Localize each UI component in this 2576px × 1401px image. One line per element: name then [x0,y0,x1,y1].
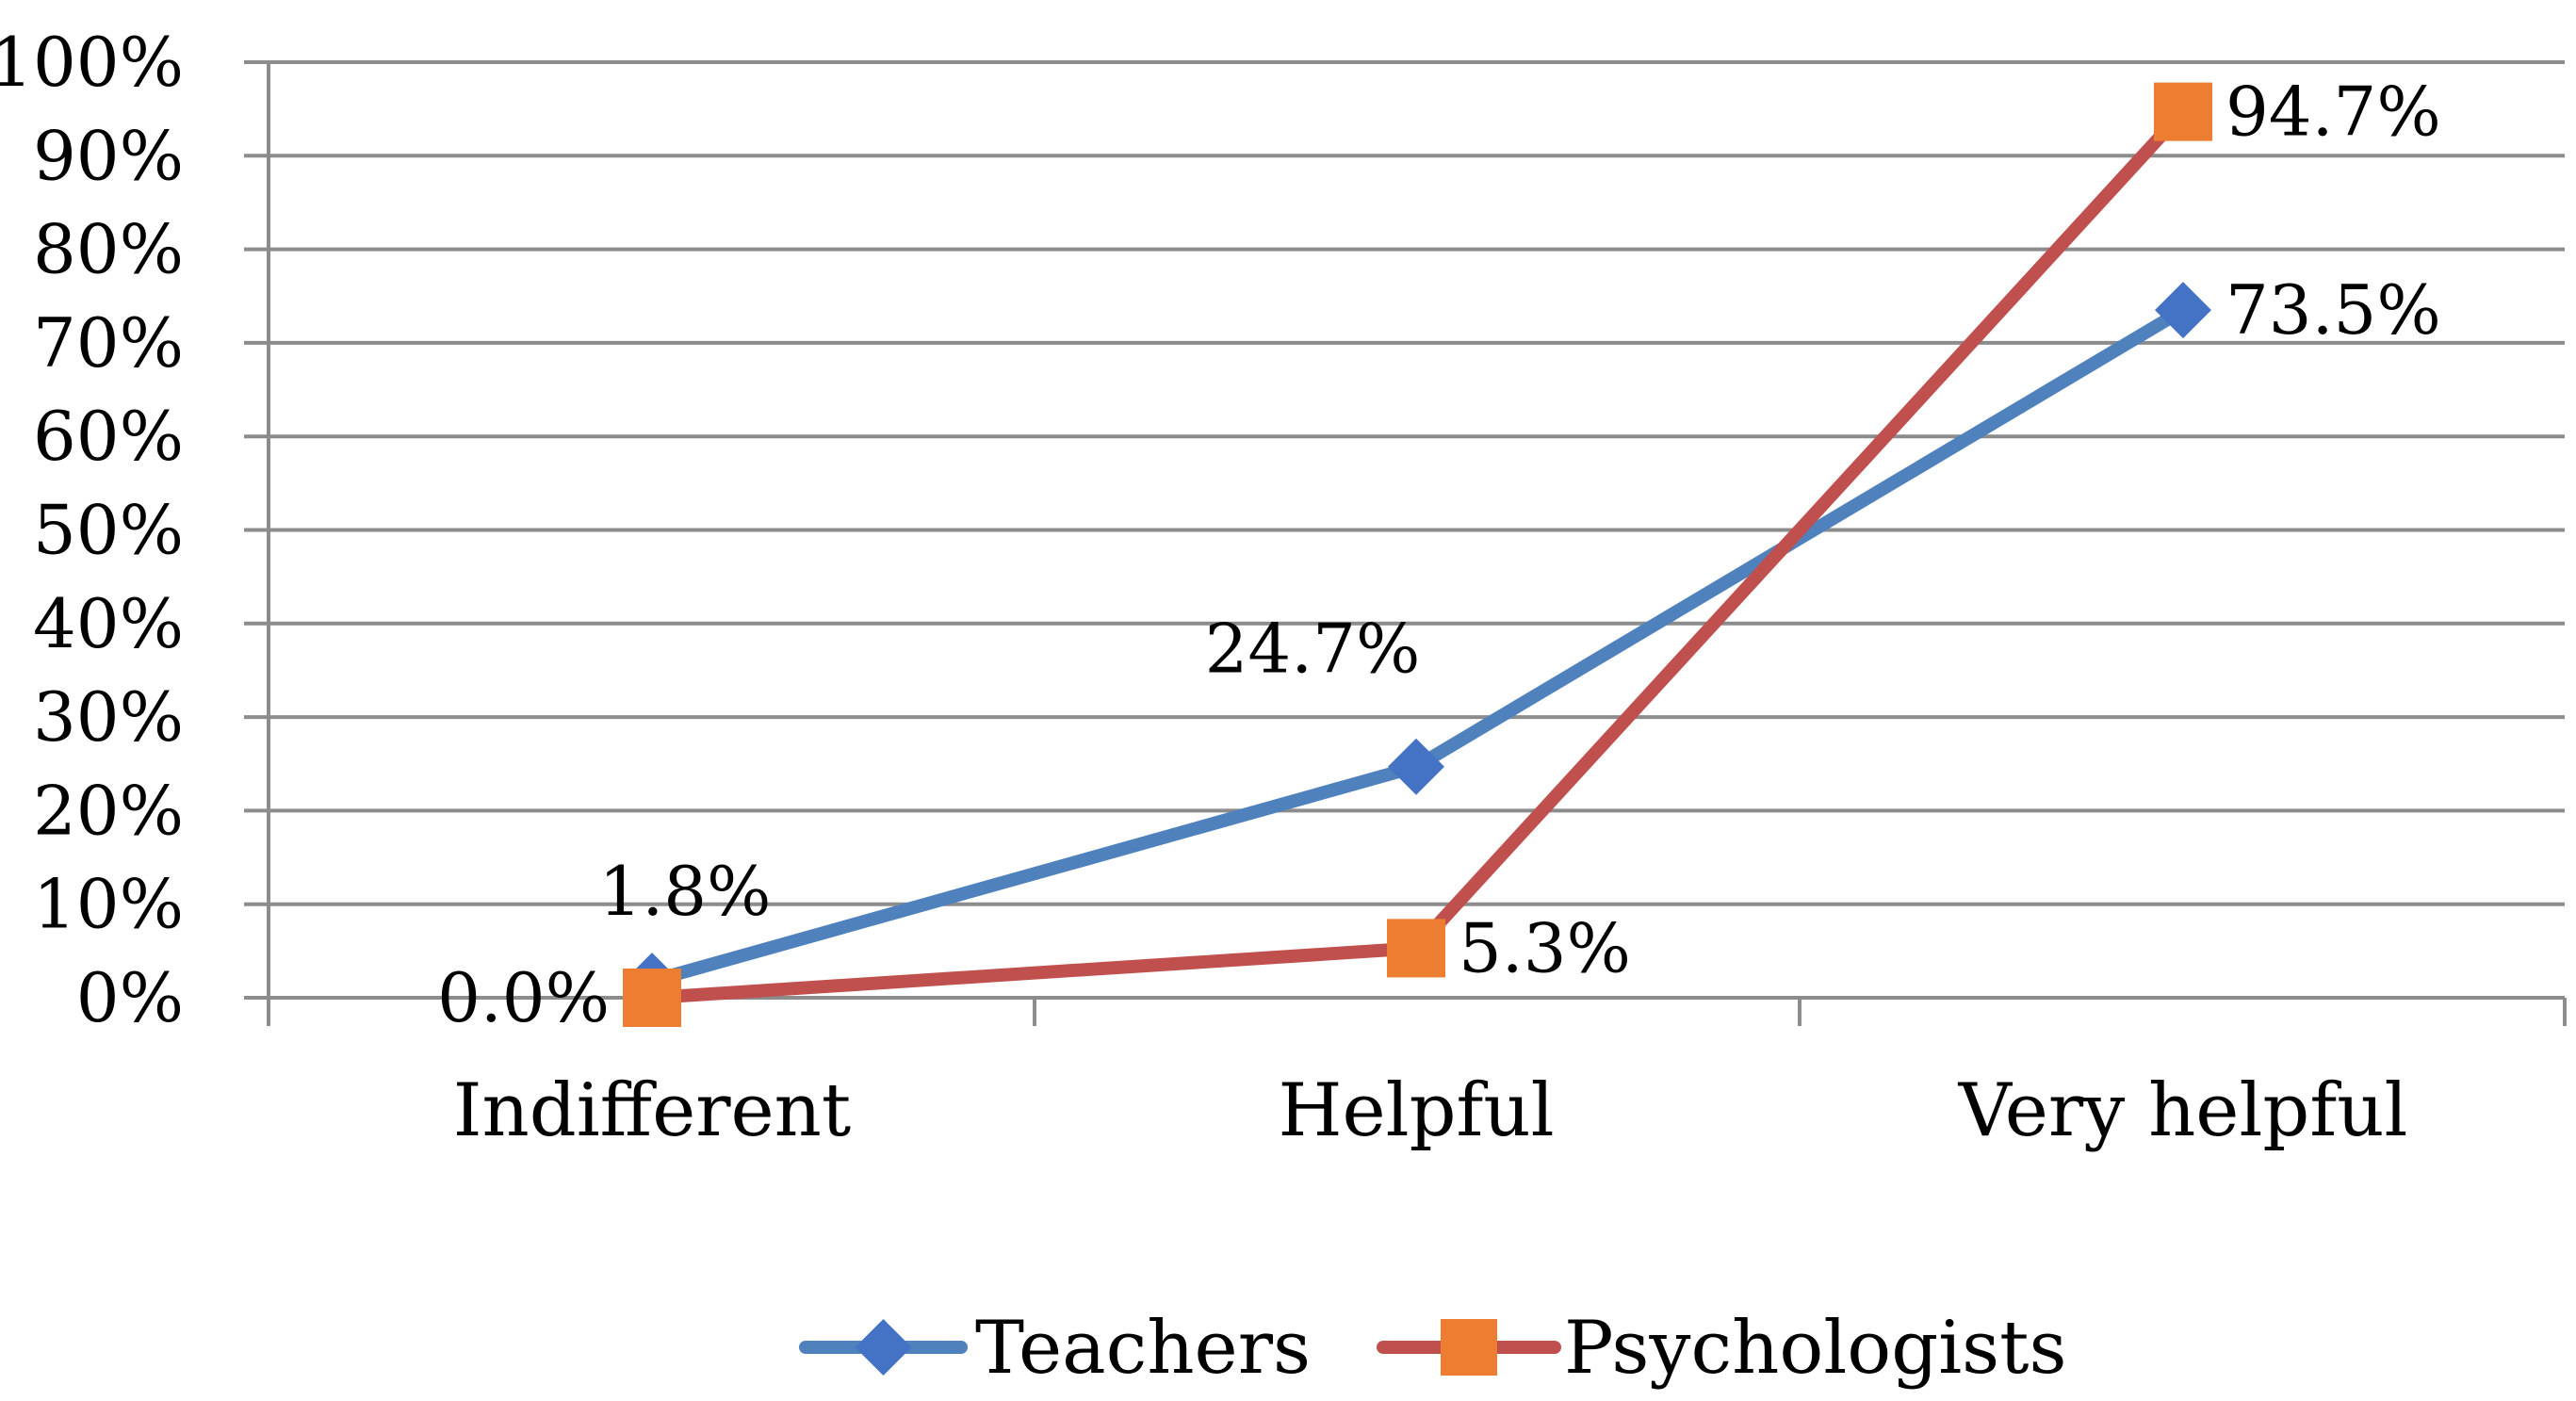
legend: Teachers Psychologists [799,1306,2067,1391]
legend-label: Teachers [975,1306,1311,1391]
series-line-psychologists [645,105,2190,1004]
axes [244,60,2567,1026]
y-axis-tick-labels: 0% 10% 20% 30% 40% 50% 60% 70% 80% 90% 100% [0,23,184,1037]
x-category-label: Helpful [1278,1068,1554,1153]
y-tick-label: 30% [33,677,184,757]
data-label-teachers: 1.8% [599,852,772,931]
legend-marker [1441,1319,1497,1376]
data-point-psychologists [623,969,681,1027]
data-point-psychologists [1387,919,1445,978]
data-point-teachers [1388,738,1444,795]
x-axis-category-labels: Indifferent Helpful Very helpful [453,1068,2408,1153]
y-tick-label: 90% [33,116,184,195]
y-tick-label: 40% [33,584,184,663]
y-tick-label: 70% [33,303,184,383]
x-category-label: Indifferent [453,1068,852,1153]
y-tick-label: 80% [33,210,184,289]
legend-label: Psychologists [1564,1306,2067,1391]
gridlines [269,60,2565,906]
x-category-label: Very helpful [1958,1068,2408,1153]
series-markers [623,82,2212,1027]
legend-marker [855,1319,912,1376]
data-label-psychologists: 5.3% [1459,908,1631,987]
data-point-psychologists [2154,82,2212,141]
legend-item-psychologists: Psychologists [1377,1306,2067,1391]
series-lines [645,105,2190,1004]
y-tick-label: 100% [0,23,184,102]
y-tick-label: 60% [33,397,184,476]
data-label-psychologists: 94.7% [2225,73,2441,152]
y-tick-label: 50% [33,491,184,570]
data-label-teachers: 24.7% [1205,610,1421,689]
data-label-psychologists: 0.0% [437,958,610,1037]
y-tick-label: 20% [33,771,184,850]
y-tick-label: 0% [76,958,184,1037]
data-point-teachers [2155,282,2211,339]
y-tick-label: 10% [33,865,184,944]
data-label-teachers: 73.5% [2225,270,2441,350]
legend-item-teachers: Teachers [799,1306,1311,1391]
data-labels: 1.8% 24.7% 73.5% 0.0% 5.3% 94.7% [437,73,2441,1037]
